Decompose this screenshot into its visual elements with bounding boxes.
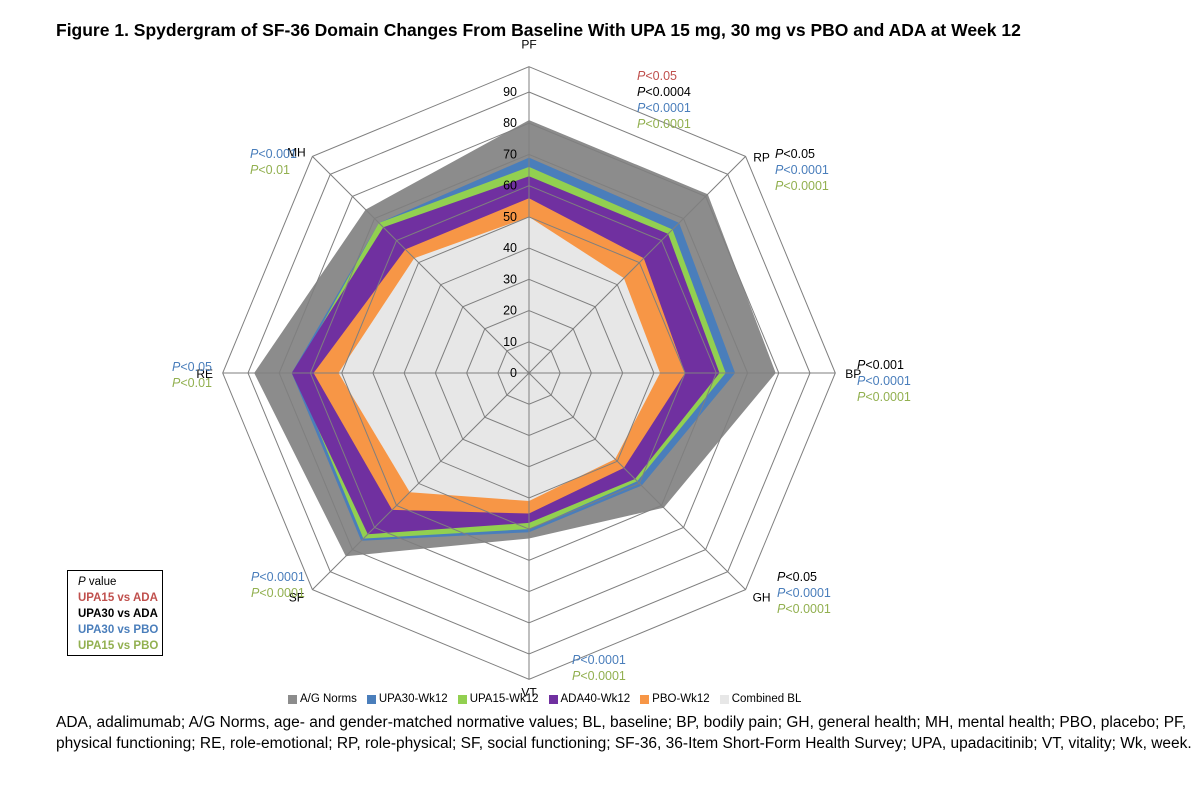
pvalue-line: P<0.0001 [572,669,626,683]
pvalues-gh: P<0.05 P<0.0001 P<0.0001 [777,569,831,617]
r-tick-label: 10 [503,335,517,349]
pvalue-line: P<0.0001 [857,390,911,404]
pvalue-line: P<0.001 [250,147,297,161]
pvalue-line: P<0.0001 [775,179,829,193]
series-legend-item: A/G Norms [288,693,357,705]
axis-spoke [312,156,530,374]
pvalues-sf: P<0.0001 P<0.0001 [251,569,305,601]
pvalue-legend-item: UPA15 vs PBO [78,640,159,652]
pvalue-line: P<0.0001 [251,570,305,584]
legend-swatch [457,694,467,704]
series-legend-item: Combined BL [719,693,802,705]
pvalue-line: P<0.05 [777,570,817,584]
legend-swatch [366,694,376,704]
r-tick-label: 70 [503,147,517,161]
pvalue-legend-header: P value [78,576,117,588]
legend-swatch [719,694,729,704]
series-legend-item: UPA30-Wk12 [366,693,448,705]
pvalues-vt: P<0.0001 P<0.0001 [572,652,626,684]
series-legend-item: UPA15-Wk12 [457,693,539,705]
axis-label-gh: GH [753,591,771,605]
axis-label-mh: MH [287,145,306,159]
figure-title: Figure 1. Spydergram of SF-36 Domain Cha… [56,20,1021,40]
legend-label: Combined BL [731,693,802,705]
axis-label-rp: RP [753,150,770,164]
pvalue-line: P<0.001 [857,358,904,372]
legend-swatch [288,694,297,704]
r-tick-label: 0 [510,366,517,380]
radar-chart: 0 10 20 30 40 50 60 70 80 90 PF RP BP GH VT SF RE MH [196,38,861,700]
pvalue-line: P<0.05 [172,360,212,374]
pvalue-line: P<0.0001 [637,117,691,131]
pvalue-line: P<0.01 [250,163,290,177]
axis-label-vt: VT [521,685,537,699]
r-tick-label: 40 [503,241,517,255]
axis-spoke [312,372,530,590]
pvalues-bp: P<0.001 P<0.0001 P<0.0001 [857,357,911,405]
pvalue-line: P<0.0001 [637,101,691,115]
r-tick-label: 30 [503,272,517,286]
axis-label-sf: SF [289,591,304,605]
r-tick-label: 20 [503,304,517,318]
axis-spoke [528,372,746,590]
pvalue-line: P<0.0001 [777,602,831,616]
pvalue-line: P<0.0001 [777,586,831,600]
pvalues-re: P<0.05 P<0.01 [172,359,212,391]
legend-label: ADA40-Wk12 [560,693,631,705]
axis-spoke [528,156,746,374]
series-area-combined-bl [338,216,661,501]
pvalue-line: P<0.0001 [572,653,626,667]
legend-label: UPA30-Wk12 [378,693,448,705]
r-tick-label: 60 [503,179,517,193]
legend-swatch [640,694,650,704]
pvalue-legend-item: UPA15 vs ADA [78,592,158,604]
pvalues-mh: P<0.001 P<0.01 [250,146,297,178]
pvalue-legend-item: UPA30 vs PBO [78,624,159,636]
pvalues-pf: P<0.05 P<0.0004 P<0.0001 P<0.0001 [637,68,691,132]
pvalue-line: P<0.0004 [637,85,691,99]
pvalue-line: P<0.0001 [857,374,911,388]
pvalue-line: P<0.0001 [775,163,829,177]
r-tick-label: 50 [503,210,517,224]
series-legend-item: PBO-Wk12 [640,693,710,705]
axis-label-re: RE [196,367,213,381]
pvalue-line: P<0.0001 [251,586,305,600]
axis-label-bp: BP [845,367,861,381]
pvalue-legend: P value UPA15 vs ADA UPA30 vs ADA UPA30 … [67,570,163,656]
pvalue-line: P<0.05 [775,147,815,161]
pvalue-legend-item: UPA30 vs ADA [78,608,158,620]
pvalues-rp: P<0.05 P<0.0001 P<0.0001 [775,146,829,194]
pvalue-line: P<0.01 [172,376,212,390]
r-tick-label: 80 [503,116,517,130]
legend-label: PBO-Wk12 [652,693,710,705]
series-legend-item: ADA40-Wk12 [548,693,631,705]
pvalue-line: P<0.05 [637,69,677,83]
axis-label-pf: PF [521,38,536,52]
series-legend: A/G Norms UPA30-Wk12 UPA15-Wk12 ADA40-Wk12 P… [288,693,801,705]
r-tick-label: 90 [503,85,517,99]
legend-label: UPA15-Wk12 [469,693,539,705]
footnote: ADA, adalimumab; A/G Norms, age- and gen… [56,714,1192,752]
legend-swatch [548,694,558,704]
legend-label: A/G Norms [300,693,357,705]
